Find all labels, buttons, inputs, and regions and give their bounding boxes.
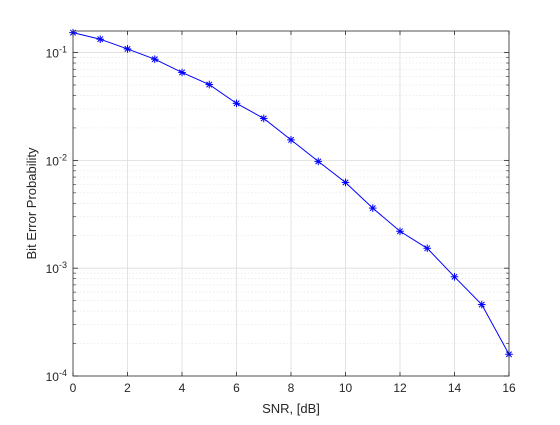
- data-point: [477, 300, 486, 309]
- data-point: [205, 80, 214, 89]
- x-tick-label: 12: [393, 381, 407, 395]
- x-tick-label: 10: [339, 381, 353, 395]
- data-point: [450, 272, 459, 281]
- x-tick-label: 0: [70, 381, 77, 395]
- y-tick-label: 10-3: [46, 260, 67, 276]
- data-point: [314, 157, 323, 166]
- data-point: [232, 99, 241, 108]
- major-grid: [73, 31, 509, 376]
- y-axis-ticks: 10-1 10-2 10-3 10-4: [46, 45, 509, 384]
- data-point: [178, 68, 186, 77]
- x-tick-label: 2: [124, 381, 131, 395]
- x-tick-label: 14: [448, 381, 462, 395]
- x-axis-ticks: 0 2 4 6 8 10 12 14 16: [70, 31, 516, 395]
- data-point: [150, 55, 159, 63]
- y-tick-label: 10-1: [46, 45, 67, 61]
- x-tick-label: 4: [179, 381, 186, 395]
- data-point: [259, 114, 268, 123]
- data-point: [96, 35, 105, 44]
- data-point: [396, 227, 404, 236]
- x-tick-label: 8: [288, 381, 295, 395]
- x-tick-label: 16: [502, 381, 516, 395]
- data-point: [368, 204, 377, 212]
- y-tick-label: 10-4: [46, 368, 67, 384]
- series-layer: [69, 28, 513, 359]
- x-axis-label: SNR, [dB]: [262, 401, 320, 416]
- y-axis-label: Bit Error Probability: [24, 147, 39, 259]
- data-point: [423, 244, 432, 253]
- x-tick-label: 6: [233, 381, 240, 395]
- data-point: [123, 45, 132, 53]
- data-point: [287, 136, 295, 144]
- y-tick-label: 10-2: [46, 152, 67, 168]
- data-point: [341, 178, 350, 187]
